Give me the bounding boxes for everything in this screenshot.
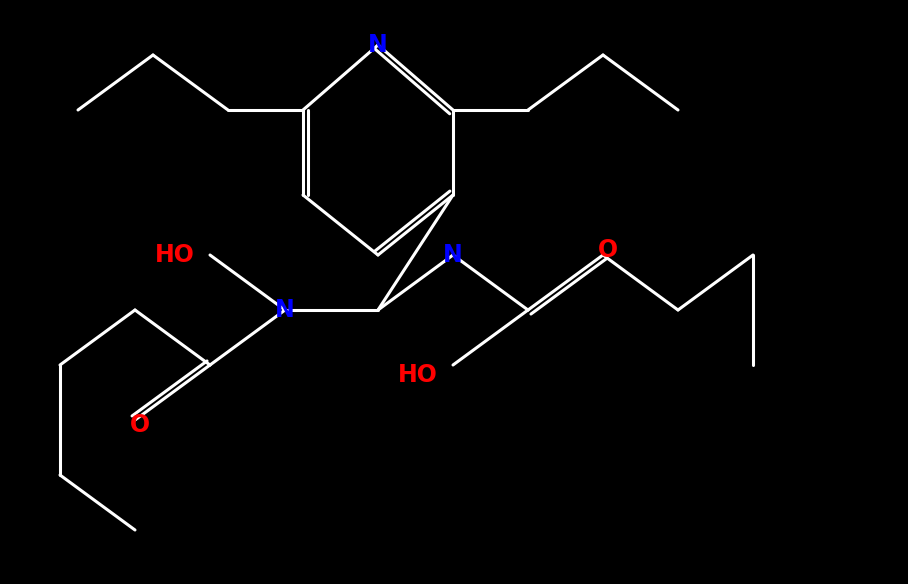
- Text: N: N: [275, 298, 295, 322]
- Text: O: O: [130, 413, 150, 437]
- Text: HO: HO: [155, 243, 195, 267]
- Text: N: N: [368, 33, 388, 57]
- Text: HO: HO: [398, 363, 438, 387]
- Text: O: O: [598, 238, 618, 262]
- Text: N: N: [443, 243, 463, 267]
